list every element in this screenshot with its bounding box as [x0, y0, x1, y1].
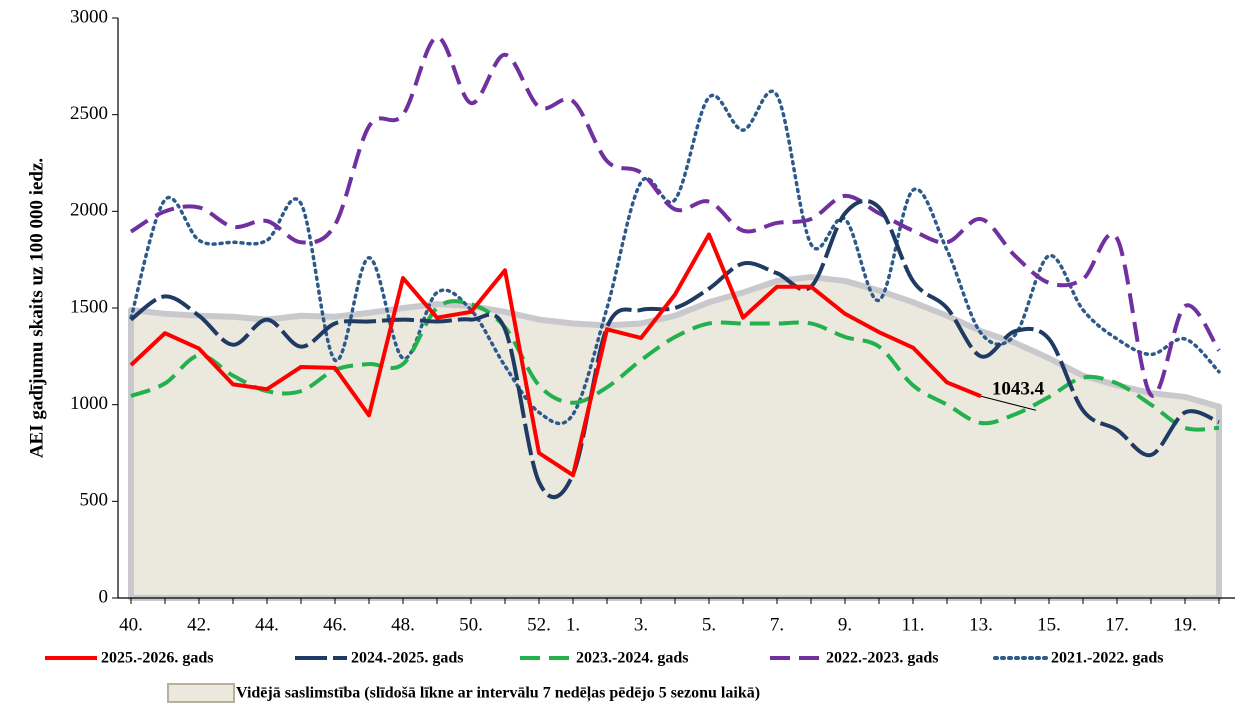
legend-label: 2025.-2026. gads — [101, 650, 213, 667]
series-line — [129, 35, 1221, 398]
x-tick-label: 1. — [566, 614, 580, 635]
y-tick-label: 1000 — [70, 393, 108, 414]
annotation-leader — [980, 395, 1037, 411]
x-tick-label: 19. — [1173, 614, 1197, 635]
x-tick-label: 5. — [702, 614, 716, 635]
y-tick-label: 3000 — [70, 6, 108, 27]
x-tick-label: 42. — [187, 614, 211, 635]
y-tick-label: 2500 — [70, 103, 108, 124]
y-tick-label: 1500 — [70, 296, 108, 317]
legend-label: 2023.-2024. gads — [576, 650, 688, 667]
x-tick-label: 50. — [459, 614, 483, 635]
x-tick-label: 11. — [901, 614, 924, 635]
legend-label: 2024.-2025. gads — [351, 650, 463, 667]
x-tick-label: 48. — [391, 614, 415, 635]
data-label: 1043.4 — [992, 379, 1045, 400]
x-tick-label: 3. — [634, 614, 648, 635]
x-tick-label: 9. — [838, 614, 852, 635]
legend-label: 2021.-2022. gads — [1051, 650, 1163, 667]
x-tick-label: 52. — [527, 614, 551, 635]
x-tick-label: 17. — [1105, 614, 1129, 635]
y-tick-label: 0 — [99, 586, 109, 607]
x-tick-label: 7. — [770, 614, 784, 635]
series-line — [130, 299, 1220, 432]
x-tick-label: 44. — [255, 614, 279, 635]
average-area — [128, 274, 1222, 601]
series-line — [129, 232, 982, 478]
y-tick-label: 2000 — [70, 200, 108, 221]
x-tick-label: 13. — [969, 614, 993, 635]
y-tick-label: 500 — [80, 490, 109, 511]
series-line — [129, 89, 1221, 426]
x-tick-label: 40. — [119, 614, 143, 635]
series-line — [129, 198, 1220, 500]
legend-label: 2022.-2023. gads — [826, 650, 938, 667]
x-tick-label: 15. — [1037, 614, 1061, 635]
legend-swatch — [167, 683, 235, 703]
legend-label: Vidējā saslimstība (slīdošā līkne ar int… — [236, 685, 760, 703]
y-axis-label: AEI gadījumu skaits uz 100 000 iedz. — [26, 158, 47, 458]
x-tick-label: 46. — [323, 614, 347, 635]
